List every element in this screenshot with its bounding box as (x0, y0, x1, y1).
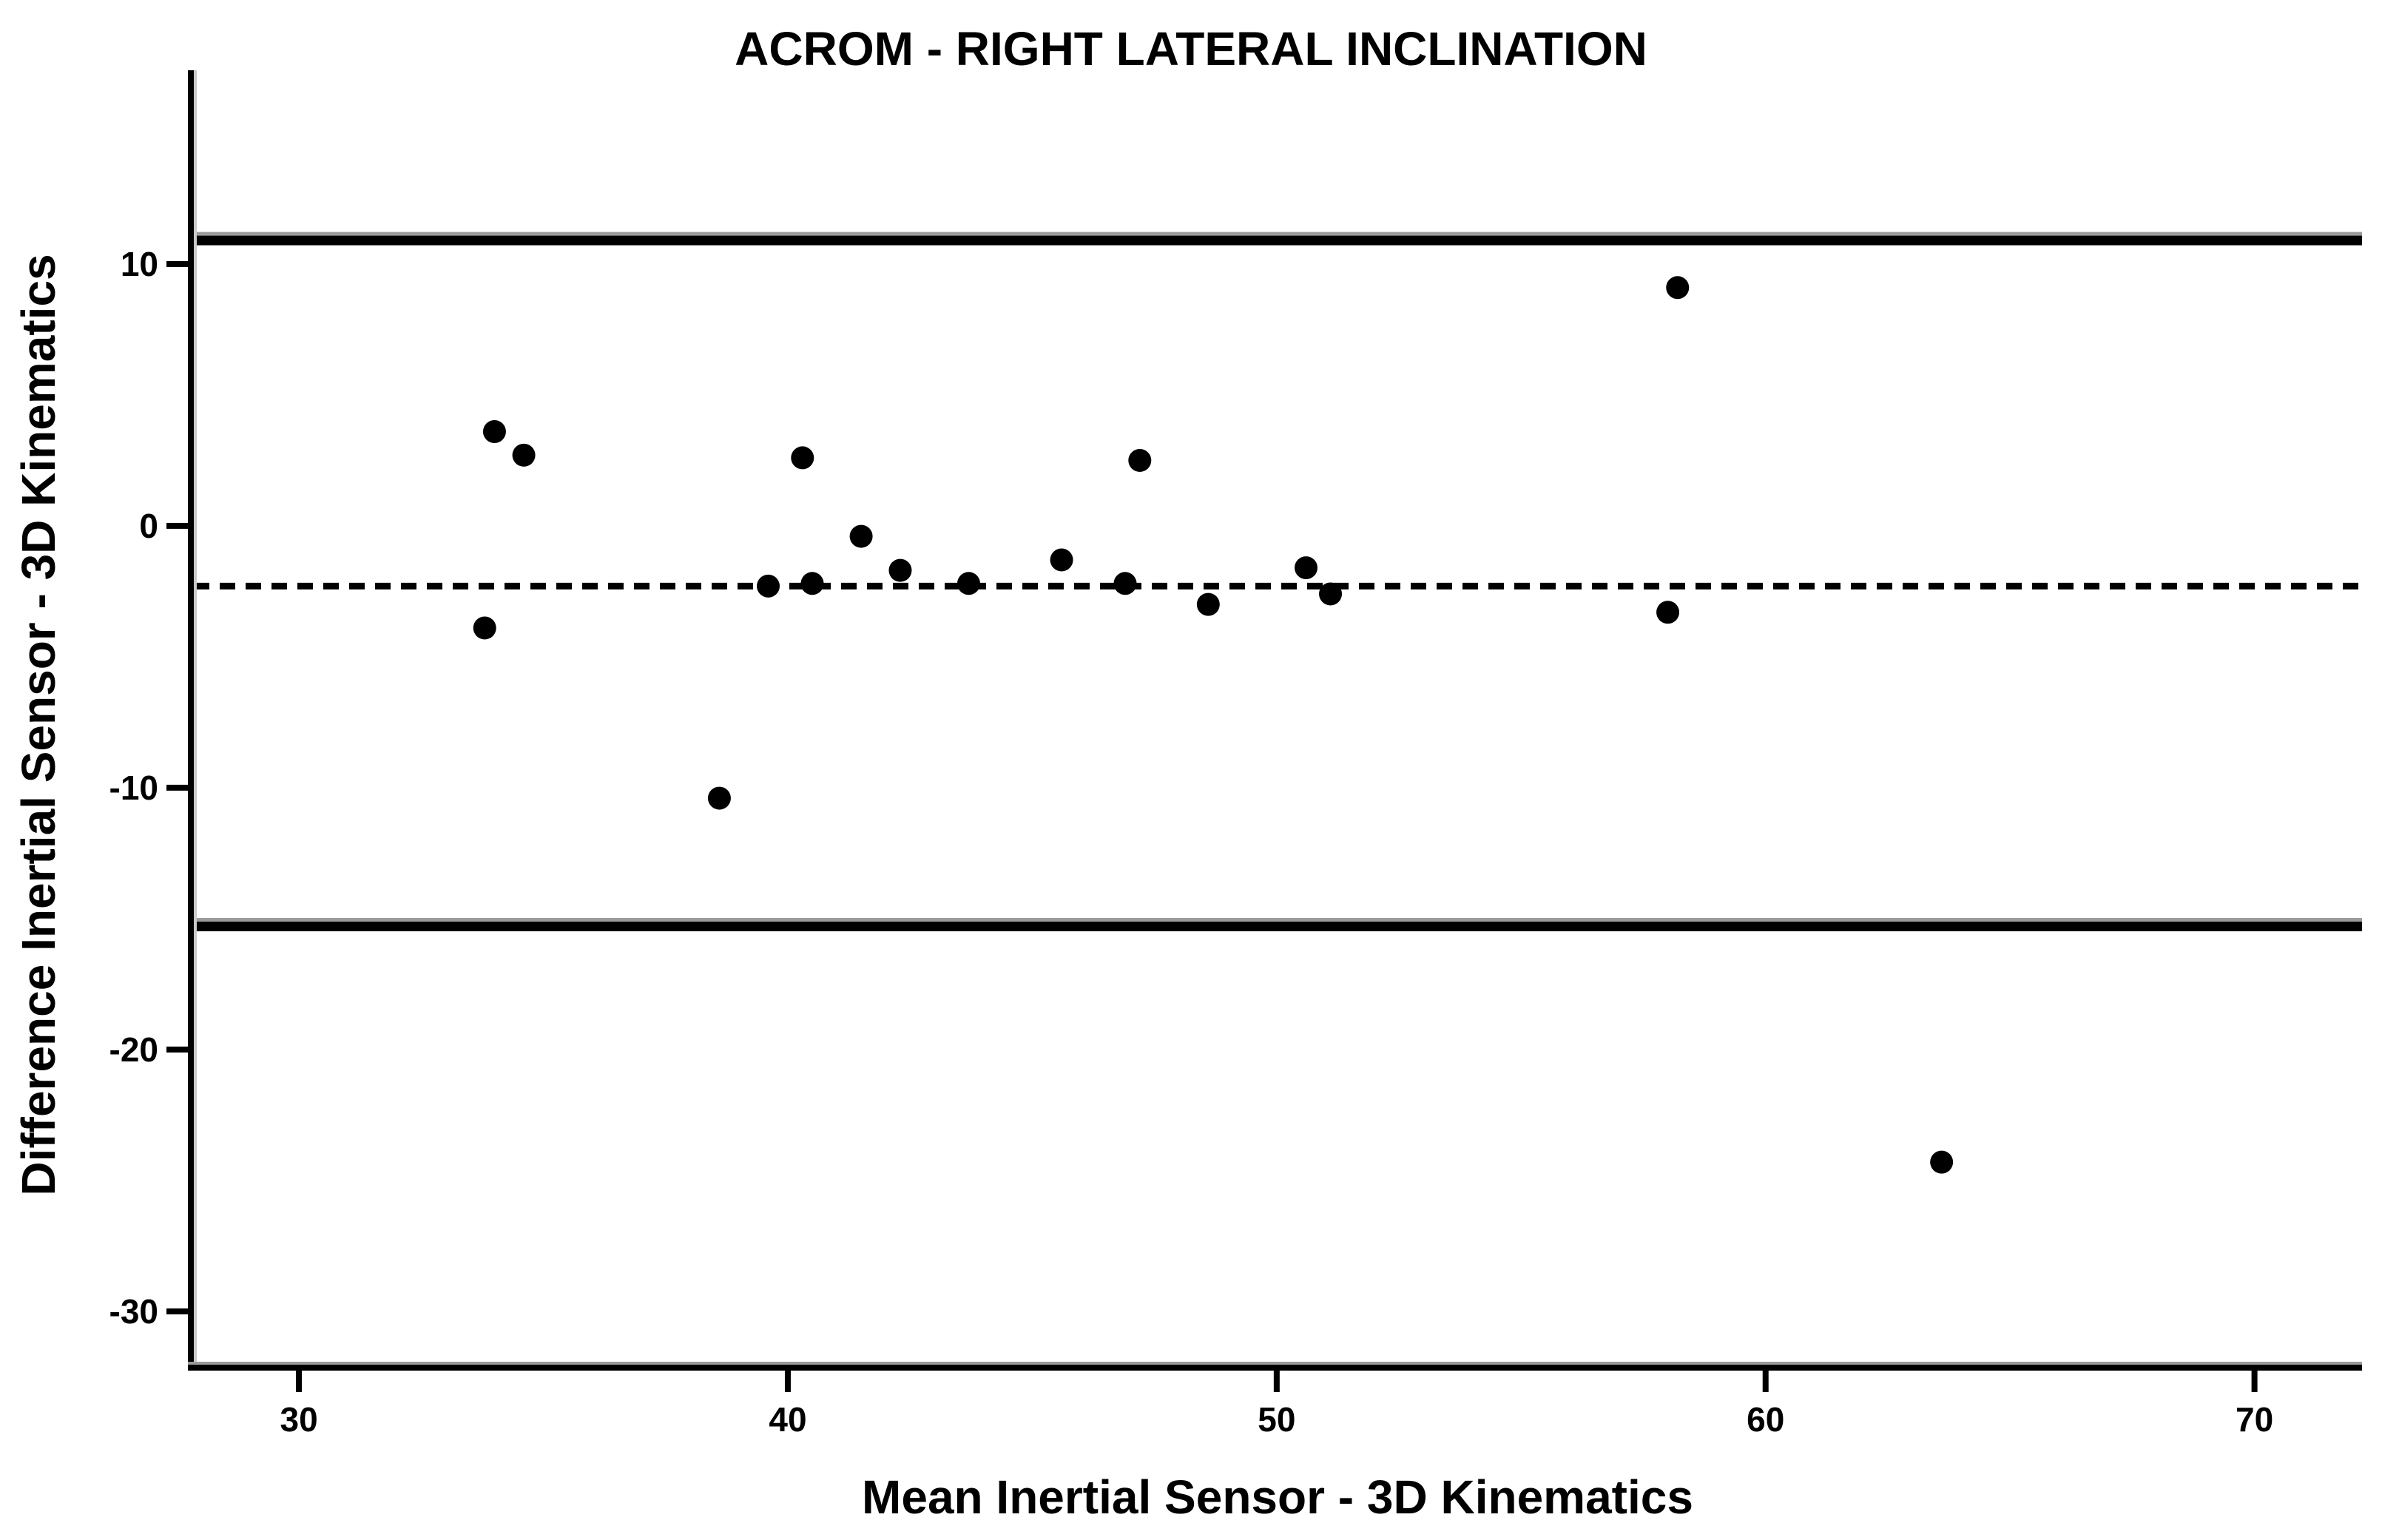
lower-loa-line (194, 922, 2362, 932)
chart-title: ACROM - RIGHT LATERAL INCLINATION (735, 22, 1647, 75)
data-point (512, 443, 536, 467)
x-axis-line (188, 1365, 2362, 1371)
y-tick-label: 10 (121, 245, 158, 283)
x-tick-label: 30 (280, 1400, 318, 1439)
y-tick-label: 0 (139, 507, 158, 545)
y-tick (166, 1046, 188, 1053)
x-tick-label: 50 (1258, 1400, 1295, 1439)
data-point (757, 574, 780, 598)
data-point (707, 786, 731, 810)
y-axis-halo (194, 70, 197, 1371)
x-tick (296, 1371, 303, 1392)
x-tick (784, 1371, 791, 1392)
x-tick-label: 60 (1747, 1400, 1784, 1439)
upper-loa-line (194, 235, 2362, 246)
x-tick-label: 40 (769, 1400, 806, 1439)
data-point (1128, 448, 1152, 472)
y-tick-label: -20 (109, 1030, 158, 1069)
x-tick (1273, 1371, 1280, 1392)
plot-area: 10 0 -10 -20 -30 30 40 50 60 70 (109, 70, 2362, 1439)
y-tick (166, 1308, 188, 1314)
data-point (1113, 572, 1137, 595)
data-point (1319, 582, 1343, 606)
y-axis-title: Difference Inertial Sensor - 3D Kinemati… (12, 254, 65, 1195)
y-tick-label: -30 (109, 1292, 158, 1331)
data-point (849, 524, 873, 548)
x-axis-halo (188, 1362, 2362, 1365)
x-tick (2251, 1371, 2258, 1392)
x-tick (1762, 1371, 1769, 1392)
data-point (1050, 548, 1073, 572)
y-axis-spine (188, 70, 194, 1371)
data-point (1656, 601, 1680, 624)
data-point (888, 558, 912, 582)
data-point (1295, 556, 1318, 580)
y-tick (166, 784, 188, 791)
y-tick-label: -10 (109, 769, 158, 807)
data-point (1930, 1150, 1954, 1174)
x-tick-label: 70 (2236, 1400, 2273, 1439)
x-axis-title: Mean Inertial Sensor - 3D Kinematics (862, 1470, 1693, 1524)
data-point (791, 446, 814, 470)
lower-loa-line-halo (194, 918, 2362, 922)
y-tick (166, 260, 188, 267)
data-point (1666, 276, 1690, 300)
data-point (482, 420, 506, 444)
data-point (473, 616, 496, 640)
data-point (956, 572, 980, 595)
upper-loa-line-halo (194, 232, 2362, 236)
y-tick (166, 522, 188, 529)
data-point (800, 572, 824, 595)
data-point (1196, 592, 1220, 616)
